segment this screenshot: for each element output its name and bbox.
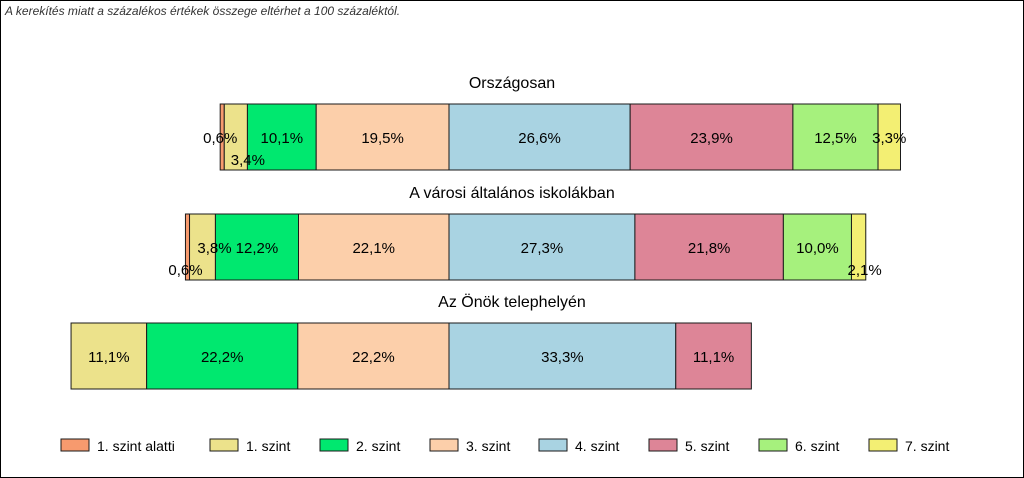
data-label: 22,1%	[352, 240, 395, 257]
data-label: 11,1%	[693, 349, 734, 366]
group-title: Országosan	[469, 75, 555, 92]
bar-segment	[629, 103, 794, 171]
data-label: 3,4%	[231, 152, 265, 169]
data-label: 0,6%	[203, 130, 237, 147]
legend-label: 4. szint	[575, 438, 619, 454]
bar-segment	[146, 322, 299, 390]
bar-segment	[850, 213, 867, 281]
data-label: 21,8%	[688, 240, 731, 257]
data-label: 19,5%	[361, 130, 404, 147]
legend-label: 7. szint	[905, 438, 949, 454]
bar-segment	[675, 322, 752, 390]
legend-label: 3. szint	[466, 438, 510, 454]
bar-segment	[189, 213, 216, 281]
legend-label: 5. szint	[685, 438, 729, 454]
data-label: 12,2%	[236, 240, 279, 257]
bar-segment	[448, 213, 636, 281]
legend-swatch	[538, 438, 568, 452]
data-label: 3,3%	[872, 130, 906, 147]
data-label: 33,3%	[541, 349, 584, 366]
data-label: 27,3%	[521, 240, 564, 257]
bar-segment	[297, 322, 450, 390]
legend-label: 2. szint	[356, 438, 400, 454]
bar-segment	[782, 213, 852, 281]
legend-swatch	[209, 438, 239, 452]
data-label: 22,2%	[352, 349, 395, 366]
data-label: 26,6%	[518, 130, 561, 147]
group-title: Az Önök telephelyén	[438, 293, 586, 311]
bar-segment	[877, 103, 902, 171]
group-title: A városi általános iskolákban	[409, 185, 614, 202]
rounding-note: A kerekítés miatt a százalékos értékek ö…	[5, 4, 401, 18]
data-label: 22,2%	[201, 349, 244, 366]
legend-swatch	[60, 438, 90, 452]
data-label: 2,1%	[848, 262, 882, 279]
legend-label: 1. szint alatti	[97, 438, 175, 454]
data-label: 10,1%	[261, 130, 304, 147]
bar-segment	[298, 213, 450, 281]
legend-swatch	[429, 438, 459, 452]
bar-segment	[70, 322, 148, 390]
legend-swatch	[758, 438, 788, 452]
legend-swatch	[319, 438, 349, 452]
legend-swatch	[648, 438, 678, 452]
data-label: 12,5%	[814, 130, 857, 147]
bar-segment	[634, 213, 784, 281]
bar-segment	[792, 103, 879, 171]
legend-label: 6. szint	[795, 438, 839, 454]
legend-label: 1. szint	[246, 438, 290, 454]
data-label: 11,1%	[88, 349, 129, 366]
data-label: 23,9%	[690, 130, 733, 147]
bar-segment	[448, 322, 677, 390]
data-label: 3,8%	[197, 240, 231, 257]
bar-segment	[246, 103, 317, 171]
data-label: 10,0%	[796, 240, 839, 257]
bar-segment	[315, 103, 450, 171]
legend-swatch	[868, 438, 898, 452]
data-label: 0,6%	[168, 262, 202, 279]
